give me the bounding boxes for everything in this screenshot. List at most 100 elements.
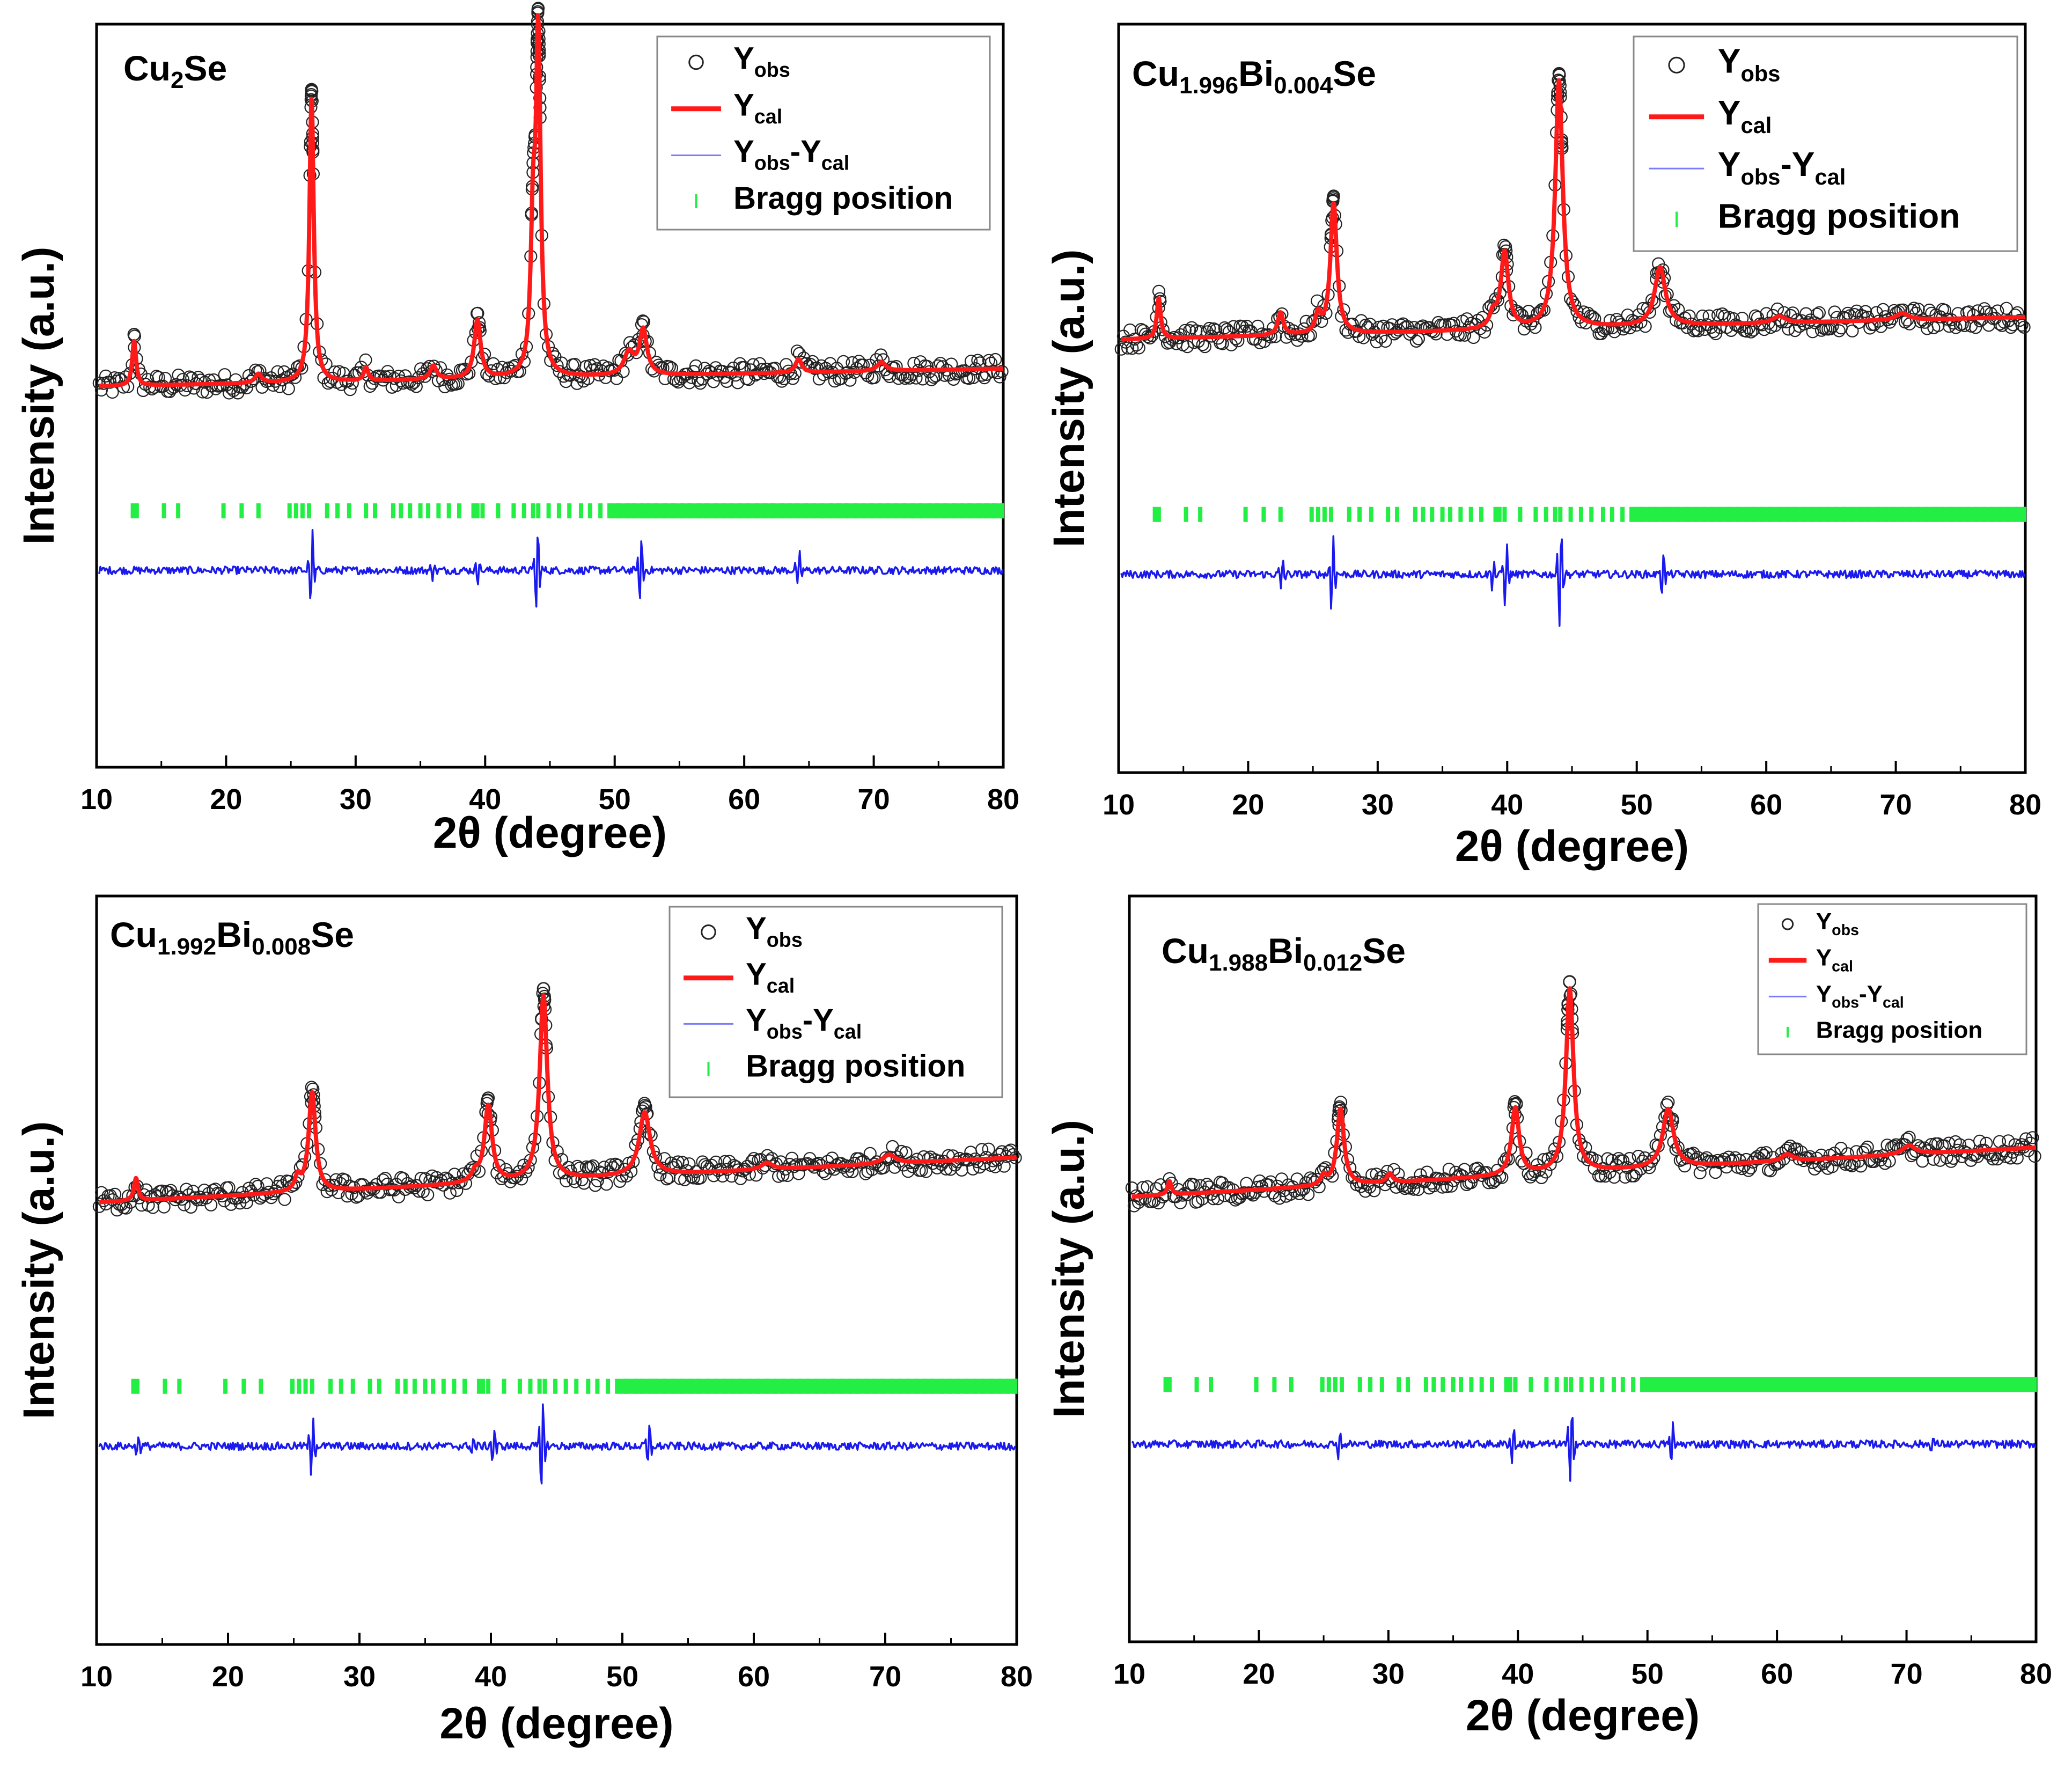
legend-box (1633, 35, 2018, 252)
x-tick-label: 60 (738, 1661, 770, 1693)
obs-point (982, 1142, 995, 1156)
obs-point (1487, 301, 1500, 314)
obs-point (1141, 1180, 1154, 1193)
legend-diff-label: Yobs-Ycal (1816, 981, 1904, 1011)
obs-point (305, 83, 318, 96)
obs-point (660, 1172, 673, 1186)
chart-panel-top-left: 10 20 30 40 50 60 70 80 2θ (degree) Intensity (a.… (14, 2, 1019, 857)
obs-point (2026, 1131, 2039, 1144)
obs-point (658, 1152, 671, 1165)
obs-point (914, 355, 927, 369)
obs-point (1990, 1152, 2004, 1166)
obs-point (1905, 1149, 1918, 1163)
obs-point (1594, 1169, 1608, 1183)
chart-panel-bottom-right: 10 20 30 40 50 60 70 80 2θ (degree) Intensity (a.… (1045, 894, 2052, 1740)
x-tick-label: 80 (987, 783, 1019, 816)
x-tick-label: 80 (1001, 1661, 1033, 1693)
obs-point (709, 1155, 723, 1169)
series-cal-line (98, 993, 1018, 1205)
obs-point (577, 375, 590, 388)
panel-title: Cu2Se (123, 48, 227, 93)
obs-point (819, 362, 833, 375)
x-tick-label: 50 (1621, 789, 1653, 821)
obs-point (653, 1168, 667, 1181)
obs-point (868, 371, 881, 384)
obs-point (1627, 1169, 1641, 1183)
obs-point (806, 355, 819, 369)
panel-title: Cu1.988Bi0.012Se (1162, 931, 1406, 976)
legend-obs: Yobs (688, 41, 790, 81)
obs-point (1533, 1164, 1546, 1177)
obs-point (1125, 1181, 1138, 1195)
panel-title: Cu1.992Bi0.008Se (110, 915, 354, 960)
obs-point (989, 353, 1002, 366)
obs-point (962, 372, 976, 385)
obs-point (1123, 323, 1137, 337)
series-bragg (131, 1378, 1018, 1394)
x-tick-label: 30 (340, 783, 372, 816)
obs-point (1639, 320, 1652, 333)
obs-point (1973, 314, 1987, 328)
obs-point (421, 1188, 435, 1201)
obs-point (1412, 1183, 1425, 1196)
legend-box (1757, 903, 2027, 1055)
obs-point (387, 1183, 401, 1196)
obs-point (1812, 306, 1826, 320)
legend-cal-label: Ycal (746, 957, 795, 997)
obs-point (936, 360, 949, 373)
legend-obs-label: Yobs (1718, 41, 1781, 86)
legend: Yobs Ycal Yobs-Ycal Bragg position (668, 906, 1003, 1098)
x-tick-label: 10 (80, 1661, 113, 1693)
series-cal-line (1119, 78, 2027, 342)
obs-point (1859, 305, 1872, 318)
obs-point (971, 354, 984, 367)
obs-point (1379, 334, 1392, 348)
legend-bragg: Bragg position (707, 1049, 965, 1084)
x-tick-label: 70 (869, 1661, 901, 1693)
obs-point (284, 1179, 298, 1193)
obs-point (1770, 302, 1784, 316)
series-bragg (1152, 506, 2026, 522)
legend-bragg-label: Bragg position (746, 1049, 965, 1084)
obs-point (1980, 1136, 1993, 1150)
legend-diff-label: Yobs-Ycal (733, 134, 849, 174)
obs-point (1832, 324, 1846, 337)
obs-point (863, 1147, 877, 1160)
legend-obs-symbol (1668, 56, 1685, 74)
obs-point (218, 368, 231, 381)
x-tick-label: 70 (1891, 1658, 1923, 1690)
obs-point (1790, 1142, 1804, 1156)
legend-bragg-label: Bragg position (733, 181, 953, 216)
x-tick-label: 20 (1243, 1658, 1275, 1690)
obs-point (982, 354, 996, 367)
obs-point (443, 1186, 457, 1200)
x-tick-label: 10 (80, 783, 113, 816)
obs-point (1467, 331, 1480, 344)
legend-diff: Yobs-Ycal (671, 134, 849, 174)
obs-point (600, 1178, 613, 1191)
obs-point (1132, 341, 1145, 355)
obs-point (1302, 1188, 1315, 1201)
obs-point (135, 1199, 149, 1212)
legend-bragg-label: Bragg position (1816, 1017, 1982, 1044)
obs-point (920, 359, 934, 373)
obs-point (577, 1177, 591, 1190)
obs-point (1114, 342, 1128, 356)
obs-point (1806, 1156, 1819, 1169)
x-tick-label: 50 (599, 783, 631, 816)
obs-point (675, 1156, 689, 1169)
legend-diff-label: Yobs-Ycal (746, 1003, 862, 1043)
legend-obs-label: Yobs (746, 911, 803, 951)
obs-point (278, 1193, 291, 1206)
series-cal-line (1130, 986, 2038, 1199)
obs-point (392, 1190, 406, 1203)
obs-point (1355, 314, 1368, 327)
x-tick-label: 10 (1113, 1658, 1145, 1690)
obs-point (1218, 321, 1231, 335)
series-cal-line (97, 13, 1005, 388)
x-tick-label: 30 (1362, 789, 1394, 821)
legend-obs-symbol (688, 54, 704, 70)
obs-point (2028, 1149, 2041, 1163)
obs-point (403, 375, 416, 388)
